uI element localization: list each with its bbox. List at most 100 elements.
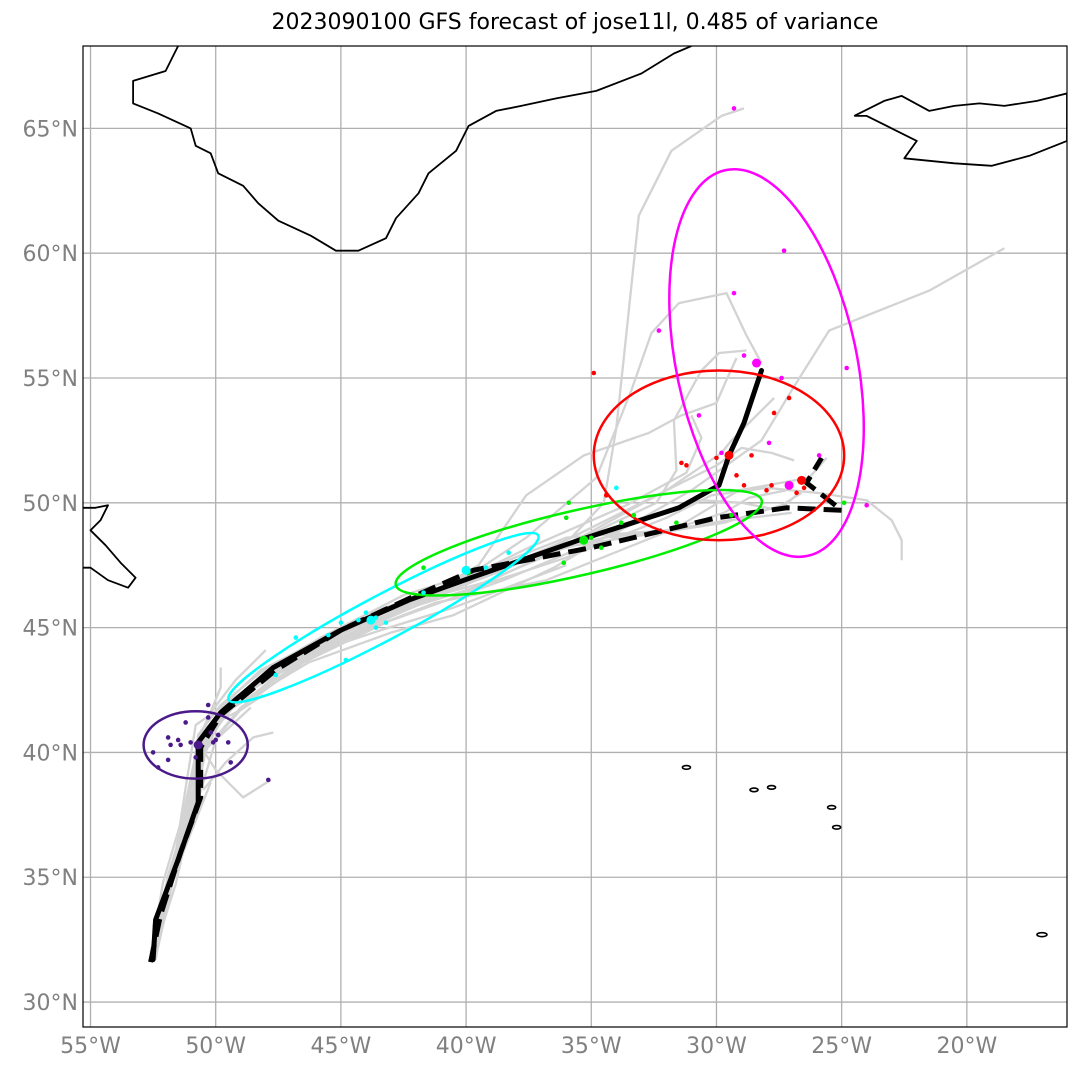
ensemble-point (781, 248, 787, 253)
ensemble-point (225, 740, 231, 745)
coastline-newfoundland (83, 504, 137, 589)
ensemble-point (183, 720, 188, 725)
island-madeira (1036, 931, 1048, 938)
mean-point (461, 565, 471, 575)
grid-lines (83, 46, 1067, 1027)
map-title: 2023090100 GFS forecast of jose11l, 0.48… (271, 10, 879, 35)
ensemble-point (764, 488, 769, 493)
lon-tick-label: 30°W (686, 1034, 747, 1059)
ensemble-point (373, 625, 379, 630)
ensemble-point (749, 453, 754, 458)
ensemble-point (816, 453, 822, 458)
mean-point (724, 450, 734, 460)
ensemble-point (356, 617, 361, 623)
mean-tracks (148, 368, 845, 963)
mean-track-solid (150, 368, 764, 963)
ensemble-track (152, 414, 703, 955)
ensemble-point (741, 353, 747, 358)
ensemble-point (591, 370, 597, 376)
ensemble-point (786, 395, 792, 401)
uncertainty-ellipse (142, 709, 250, 780)
ensemble-point (168, 742, 173, 748)
ensemble-point (794, 490, 799, 496)
island-azores (681, 764, 692, 770)
coastline-greenland (132, 46, 692, 252)
ensemble-point (150, 750, 156, 755)
ensemble-track (209, 649, 267, 714)
ensemble-track (205, 694, 264, 729)
ensemble-point (215, 732, 221, 738)
ensemble-track (149, 457, 828, 955)
ensemble-point (731, 290, 737, 296)
ensemble-tracks (149, 107, 1005, 960)
lat-tick-label: 35°N (23, 866, 78, 891)
uncertainty-ellipse (592, 369, 846, 542)
ensemble-point (421, 590, 426, 595)
island-azores (826, 804, 837, 810)
ensemble-track (154, 491, 800, 958)
ensemble-point (619, 520, 624, 526)
mean-point (193, 740, 203, 750)
ensemble-point (506, 550, 511, 556)
ensemble-point (674, 520, 679, 526)
uncertainty-ellipses (142, 167, 866, 780)
lon-tick-label: 40°W (436, 1034, 497, 1059)
ensemble-point (205, 702, 211, 708)
ensemble-point (769, 483, 774, 488)
lat-tick-label: 60°N (23, 242, 78, 267)
mean-point (797, 475, 807, 485)
ensemble-point (603, 493, 609, 498)
ensemble-point (265, 777, 271, 783)
lat-tick-label: 45°N (23, 617, 78, 642)
ensemble-point (273, 672, 279, 678)
lon-tick-label: 50°W (185, 1034, 246, 1059)
lon-tick-label: 55°W (60, 1034, 121, 1059)
coastline-iceland (853, 92, 1067, 167)
lat-tick-label: 30°N (23, 991, 78, 1016)
ensemble-point (729, 512, 734, 518)
ensemble-track (149, 491, 803, 953)
ensemble-track (194, 667, 222, 746)
mean-point (784, 480, 794, 490)
ensemble-point (228, 760, 234, 765)
mean-point (752, 358, 762, 368)
ensemble-point (696, 413, 702, 418)
ensemble-point (734, 473, 739, 478)
ensemble-point (175, 737, 181, 743)
mean-point (366, 615, 376, 625)
ensemble-track (197, 741, 272, 799)
ensemble-point (679, 460, 684, 466)
lon-tick-label: 35°W (561, 1034, 622, 1059)
ensemble-point (326, 632, 331, 638)
ensemble-point (588, 535, 594, 541)
ensemble-point (766, 440, 772, 446)
uncertainty-ellipse (227, 531, 540, 704)
ensemble-track (151, 291, 763, 953)
ensemble-point (801, 485, 807, 491)
ensemble-track (151, 357, 738, 958)
ensemble-point (566, 500, 572, 506)
ensemble-point (779, 375, 784, 381)
ensemble-point (771, 410, 777, 416)
ensemble-point (563, 515, 569, 521)
ensemble-point (561, 560, 567, 566)
lat-tick-label: 40°N (23, 741, 78, 766)
ensemble-point (714, 455, 719, 461)
plot-frame (82, 45, 1068, 1028)
lon-tick-label: 20°W (936, 1034, 997, 1059)
ensemble-point (178, 742, 183, 748)
ensemble-point (193, 755, 198, 760)
ensemble-point (656, 328, 662, 333)
ensemble-point (338, 620, 344, 625)
ensemble-point (213, 737, 219, 743)
ensemble-point (483, 565, 489, 571)
lat-tick-label: 65°N (23, 117, 78, 142)
coastlines (83, 46, 1067, 938)
ensemble-point (343, 657, 349, 663)
ensemble-point (383, 620, 389, 625)
ensemble-point (205, 715, 211, 720)
island-azores (749, 787, 759, 793)
mean-point (579, 535, 589, 545)
island-azores (831, 824, 842, 830)
